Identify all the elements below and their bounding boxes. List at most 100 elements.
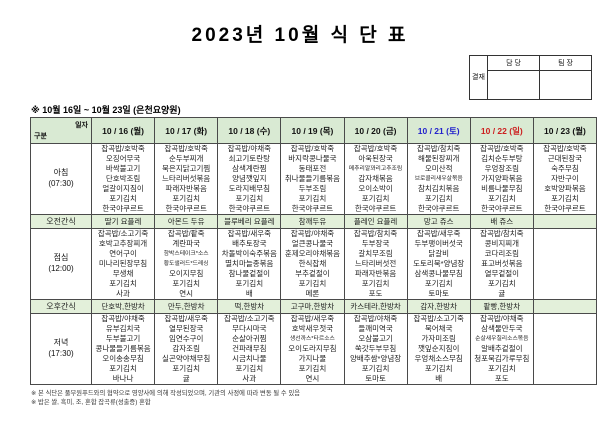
menu-item: 포기김치 <box>172 279 200 288</box>
menu-item: 호박고추장찌개 <box>98 239 148 248</box>
menu-item: 참나물겉절이 <box>228 269 271 278</box>
row-label-1: 오전간식 <box>30 214 92 229</box>
row-점심: 점심 (12:00) 잡곡밥/소고기죽 호박고추장찌개 연어구이 미나리된장무침 무생채 포기… <box>30 228 598 300</box>
menu-item: 삼색콩나물무침 <box>414 269 463 278</box>
menu-item: 잡곡밥/호박죽 <box>101 144 145 154</box>
menu-item: 양배추쌈*양념장 <box>349 354 402 363</box>
menu-item: 갈치무조림 <box>358 249 393 258</box>
menu-cell-r0-c5: 잡곡밥/참치죽 해물된장찌개 오미산적 브로콜리새우살볶음 참치김치볶음 포기김치 한국야쿠… <box>406 143 471 215</box>
row-오전간식: 오전간식 딸기 요플레 아몬드 두유 블루베리 요플레 참깨두유 플레인 요플레 망고 쥬스… <box>30 214 598 229</box>
corner-label-date: 일자 <box>75 122 88 129</box>
menu-item: 잡곡밥/팥죽 <box>167 229 205 239</box>
menu-item: 차돌박이숙주볶음 <box>221 249 277 258</box>
menu-item: 토마토 <box>365 374 386 383</box>
menu-item: 오징어무국 <box>105 154 141 163</box>
menu-item: 파래자반볶음 <box>165 184 207 193</box>
menu-item: 들깨미역국 <box>358 324 393 333</box>
menu-item: 잡곡밥/호박죽 <box>543 144 587 154</box>
date-header-4: 10 / 20 (금) <box>343 117 408 144</box>
menu-cell-r2-c2: 잡곡밥/새우죽 배추토장국 차돌박이숙주볶음 멸치마늘종볶음 참나물겉절이 포기김치 배 <box>217 228 282 300</box>
menu-cell-r4-c2: 잡곡밥/소고기죽 무다시마국 순살아귀찜 건파래무침 시금치나물 포기김치 사과 <box>217 313 282 385</box>
menu-item: 콩비지찌개 <box>484 239 520 248</box>
menu-item: 한국야쿠르트 <box>354 204 397 213</box>
menu-item: 쑥갓두부무침 <box>354 344 397 353</box>
menu-cell-r3-c6: 팥빵,한방차 <box>469 299 534 314</box>
menu-item: 포기김치 <box>488 364 516 373</box>
menu-item: 오미산적 <box>424 164 453 173</box>
menu-cell-r1-c4: 플레인 요플레 <box>343 214 408 229</box>
menu-item: 삼색물만두국 <box>481 324 523 333</box>
menu-item: 가지나물 <box>298 354 327 363</box>
menu-cell-r4-c7 <box>532 313 598 385</box>
menu-item: 잡곡밥/참치죽 <box>353 229 398 239</box>
menu-item: 배추토장국 <box>232 239 267 248</box>
menu-item: 포기김치 <box>488 194 516 203</box>
menu-item: 잡곡밥/참치죽 <box>480 229 524 239</box>
menu-item: 포기김치 <box>235 364 264 373</box>
menu-item: 잡곡밥/새우죽 <box>290 314 335 324</box>
menu-cell-r4-c5: 잡곡밥/소고기죽 북어채국 가자미조림 깻잎순지짐이 우엉채소스무침 포기김치 배 <box>406 313 471 385</box>
menu-item: 양념깻잎지 <box>232 174 267 183</box>
menu-item: 묵은지닭고기찜 <box>162 164 211 173</box>
row-label-0: 아침 (07:30) <box>30 143 92 215</box>
menu-item: 코다리조림 <box>484 249 520 258</box>
menu-item: 아욱된장국 <box>358 154 393 163</box>
menu-item: 포기김치 <box>361 279 390 288</box>
menu-cell-r3-c0: 단호박,한방차 <box>90 299 156 314</box>
menu-item: 한국야쿠르트 <box>165 204 207 213</box>
menu-item: 우엉채소스무침 <box>414 354 463 363</box>
menu-item: 동태포전 <box>298 164 327 173</box>
menu-item: 근대된장국 <box>547 154 583 163</box>
date-header-3: 10 / 19 (목) <box>280 117 345 144</box>
menu-item: 포기김치 <box>424 194 453 203</box>
approval-sign-cell-2 <box>539 70 592 100</box>
menu-item: 가지양파볶음 <box>481 174 523 183</box>
menu-item: 포기김치 <box>488 279 516 288</box>
menu-item: 포도 <box>494 374 509 383</box>
row-label-4: 저녁 (17:30) <box>30 313 92 385</box>
menu-item: 순살새우칠리소스볶음 <box>475 336 529 342</box>
menu-item: 잡곡밥/야채죽 <box>480 314 524 324</box>
menu-item: 사과 <box>242 374 257 383</box>
menu-item: 한식잡채 <box>298 259 327 268</box>
menu-item: 김치순두부탕 <box>481 154 523 163</box>
menu-item: 자반구이 <box>551 174 579 183</box>
menu-item: 포기김치 <box>361 364 390 373</box>
menu-item: 두부팽이버섯국 <box>414 239 463 248</box>
menu-item: 잡곡밥/야채죽 <box>101 314 145 324</box>
menu-item: 메론 <box>305 289 320 298</box>
menu-item: 호박양파볶음 <box>544 184 586 193</box>
menu-item: 한국야쿠르트 <box>102 204 144 213</box>
menu-item: 잡곡밥/호박죽 <box>353 144 398 154</box>
menu-item: 연시 <box>179 289 194 298</box>
row-오후간식: 오후간식 단호박,한방차 만두,한방차 떡,한방차 고구마,한방차 카스테라,한방차 감자,… <box>30 299 598 314</box>
menu-cell-r2-c4: 잡곡밥/참치죽 두부장국 갈치무조림 느타리버섯전 파래자반볶음 포기김치 포도 <box>343 228 408 300</box>
menu-item: 브로콜리새우살볶음 <box>414 176 463 182</box>
menu-cell-r0-c3: 잡곡밥/호박죽 바지락콩나물국 동태포전 취나물들기름볶음 두부조림 포기김치 한국야쿠르트 <box>280 143 345 215</box>
menu-item: 느타리버섯전 <box>354 259 397 268</box>
menu-item: 쇠고기토란탕 <box>228 154 271 163</box>
menu-item: 오이송송무침 <box>102 354 144 363</box>
menu-item: 훈제오리야채볶음 <box>284 249 341 258</box>
menu-item: 바싹불고기 <box>105 164 141 173</box>
menu-item: 포기김치 <box>109 194 137 203</box>
menu-item: 잡곡밥/호박죽 <box>164 144 208 154</box>
menu-item: 부추겉절이 <box>295 269 330 278</box>
menu-item: 도토리묵*양념장 <box>413 259 465 268</box>
menu-item: 우엉장조림 <box>484 164 520 173</box>
menu-cell-r4-c6: 잡곡밥/야채죽 삼색물만두국 순살새우칠리소스볶음 알배추겉절이 청포묵김가루무침 포기김… <box>469 313 534 385</box>
menu-item: 오이도라지무침 <box>288 344 337 353</box>
menu-cell-r1-c1: 아몬드 두유 <box>154 214 219 229</box>
menu-item: 잡곡밥/소고기죽 <box>224 314 275 324</box>
menu-cell-r0-c1: 잡곡밥/호박죽 순두부찌개 묵은지닭고기찜 느타리버섯볶음 파래자반볶음 포기김치 한국야쿠… <box>154 143 219 215</box>
date-header-5: 10 / 21 (토) <box>406 117 471 144</box>
menu-item: 열무된장국 <box>168 324 204 333</box>
menu-item: 감자채볶음 <box>358 174 393 183</box>
menu-item: 포기김치 <box>424 279 453 288</box>
menu-item: 한국야쿠르트 <box>481 204 523 213</box>
menu-item: 무생채 <box>112 269 134 278</box>
menu-item: 열무겉절이 <box>484 269 520 278</box>
date-header-1: 10 / 17 (화) <box>154 117 219 144</box>
footnotes: ※ 본 식단은 풀무원푸드와의 협약으로 영양사에 의해 작성되었으며, 기관의… <box>31 389 300 407</box>
